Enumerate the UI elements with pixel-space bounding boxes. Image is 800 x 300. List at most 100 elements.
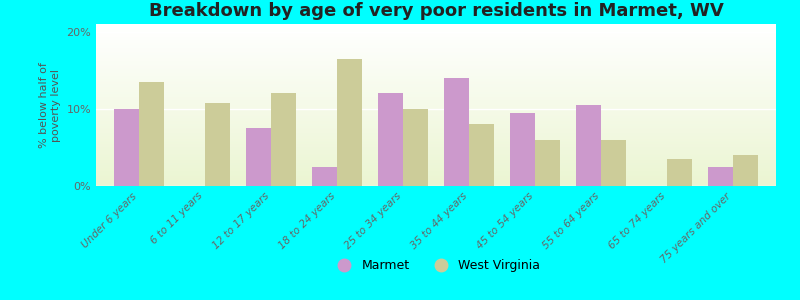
Bar	[96, 162, 776, 163]
Bar	[576, 105, 601, 186]
Bar	[96, 31, 776, 32]
Bar	[96, 52, 776, 53]
Bar	[96, 71, 776, 73]
Bar	[96, 139, 776, 141]
Bar	[96, 84, 776, 86]
Bar	[96, 66, 776, 68]
Bar	[96, 81, 776, 82]
Bar	[96, 150, 776, 152]
Bar	[96, 82, 776, 84]
Bar	[96, 181, 776, 183]
Bar	[96, 133, 776, 134]
Bar	[96, 61, 776, 63]
Bar	[96, 63, 776, 64]
Bar	[601, 140, 626, 186]
Bar	[96, 144, 776, 146]
Bar	[337, 59, 362, 186]
Bar	[96, 128, 776, 129]
Bar	[96, 92, 776, 94]
Bar	[96, 165, 776, 166]
Bar	[96, 50, 776, 52]
Bar	[96, 168, 776, 170]
Bar	[469, 124, 494, 186]
Bar	[96, 129, 776, 131]
Bar	[96, 137, 776, 139]
Bar	[96, 103, 776, 105]
Bar	[96, 76, 776, 77]
Bar	[708, 167, 733, 186]
Bar	[96, 167, 776, 168]
Bar	[96, 74, 776, 76]
Bar	[96, 34, 776, 35]
Bar	[246, 128, 271, 186]
Bar	[96, 108, 776, 110]
Bar	[96, 149, 776, 150]
Bar	[96, 116, 776, 118]
Bar	[96, 163, 776, 165]
Bar	[271, 93, 296, 186]
Bar	[96, 90, 776, 92]
Bar	[733, 155, 758, 186]
Bar	[96, 124, 776, 126]
Bar	[96, 97, 776, 98]
Bar	[96, 42, 776, 43]
Title: Breakdown by age of very poor residents in Marmet, WV: Breakdown by age of very poor residents …	[149, 2, 723, 20]
Bar	[96, 87, 776, 89]
Bar	[96, 131, 776, 133]
Bar	[96, 136, 776, 137]
Bar	[96, 142, 776, 144]
Bar	[96, 112, 776, 113]
Bar	[96, 113, 776, 115]
Bar	[96, 173, 776, 175]
Bar	[312, 167, 337, 186]
Bar	[96, 121, 776, 123]
Bar	[96, 157, 776, 158]
Bar	[667, 159, 692, 186]
Bar	[96, 85, 776, 87]
Bar	[96, 175, 776, 176]
Bar	[403, 109, 428, 186]
Bar	[96, 176, 776, 178]
Bar	[96, 56, 776, 58]
Bar	[378, 93, 403, 186]
Bar	[96, 47, 776, 48]
Bar	[96, 179, 776, 181]
Legend: Marmet, West Virginia: Marmet, West Virginia	[326, 254, 546, 277]
Bar	[96, 118, 776, 120]
Bar	[96, 147, 776, 149]
Bar	[96, 79, 776, 81]
Bar	[510, 113, 535, 186]
Bar	[96, 26, 776, 27]
Bar	[96, 95, 776, 97]
Bar	[96, 134, 776, 136]
Bar	[96, 126, 776, 128]
Bar	[96, 77, 776, 79]
Bar	[96, 98, 776, 100]
Bar	[96, 154, 776, 155]
Bar	[96, 89, 776, 90]
Bar	[96, 141, 776, 142]
Y-axis label: % below half of
poverty level: % below half of poverty level	[39, 62, 61, 148]
Bar	[96, 102, 776, 103]
Bar	[96, 55, 776, 56]
Bar	[96, 146, 776, 147]
Bar	[96, 32, 776, 34]
Bar	[114, 109, 139, 186]
Bar	[444, 78, 469, 186]
Bar	[96, 44, 776, 45]
Bar	[96, 115, 776, 116]
Bar	[96, 35, 776, 37]
Bar	[96, 68, 776, 69]
Bar	[96, 123, 776, 124]
Bar	[96, 105, 776, 106]
Bar	[139, 82, 164, 186]
Bar	[96, 106, 776, 108]
Bar	[96, 184, 776, 186]
Bar	[535, 140, 560, 186]
Bar	[96, 40, 776, 42]
Bar	[96, 158, 776, 160]
Bar	[96, 183, 776, 184]
Bar	[96, 110, 776, 112]
Bar	[96, 160, 776, 162]
Bar	[96, 120, 776, 121]
